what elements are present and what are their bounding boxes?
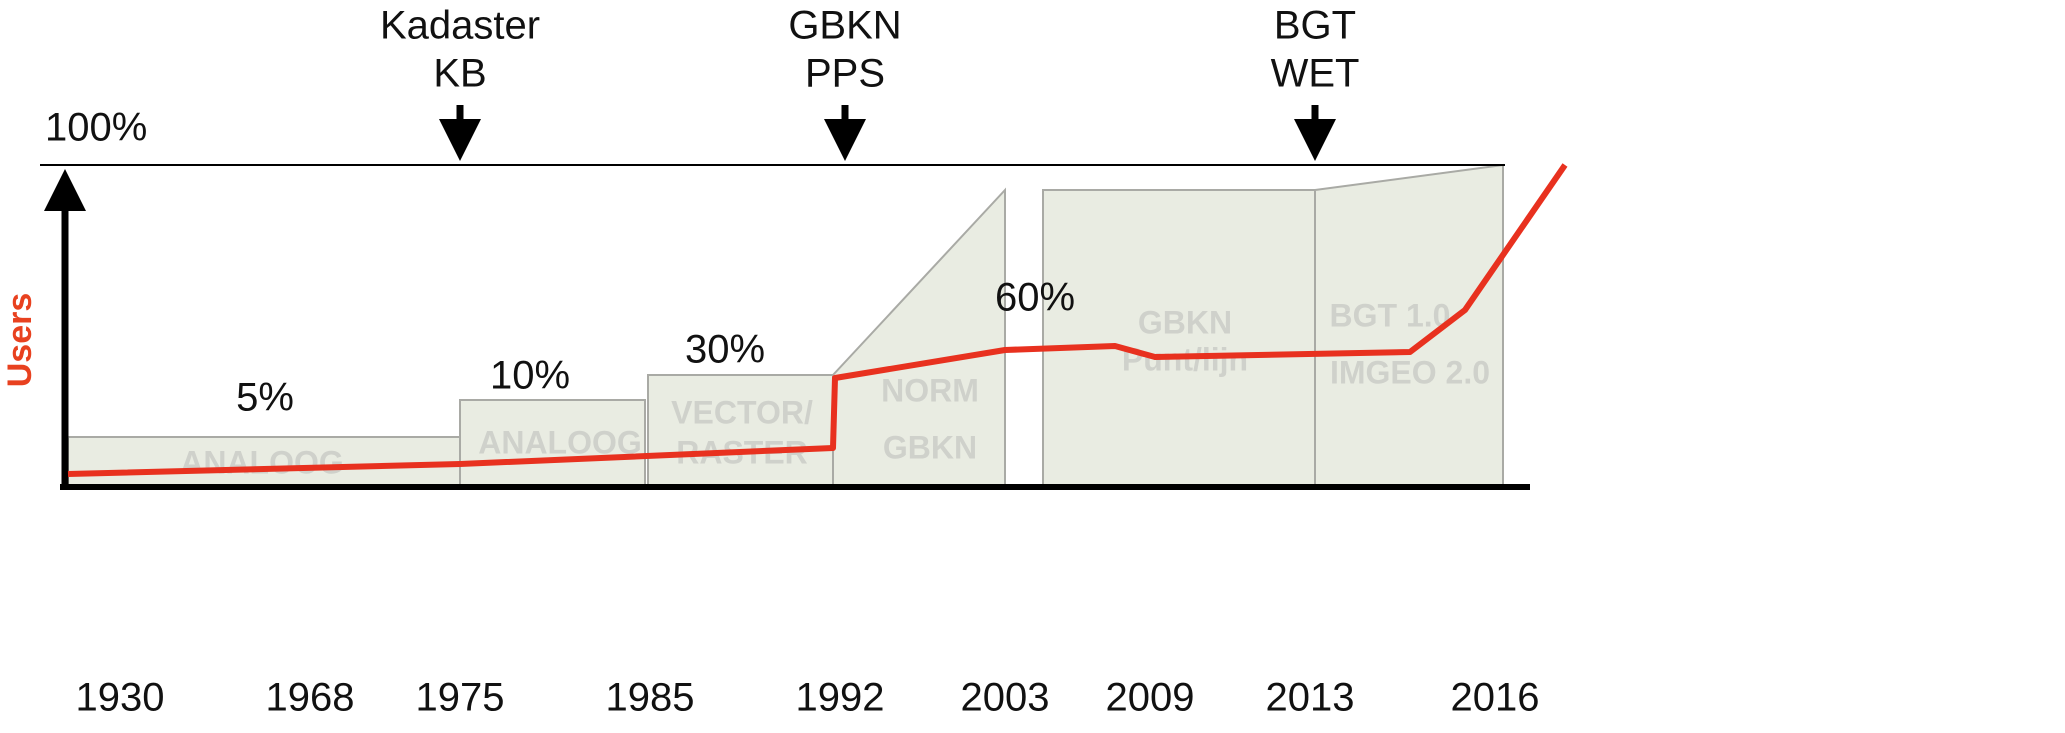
event-label: BGT [1274,4,1356,48]
event-label: GBKN [788,4,901,48]
max-label: 100% [45,106,147,150]
year-label: 1930 [76,676,165,720]
year-label: 2003 [961,676,1050,720]
share-label: 30% [685,328,765,372]
year-label: 1985 [606,676,695,720]
year-label: 1992 [796,676,885,720]
year-label: 1975 [416,676,505,720]
event-label: Kadaster [380,4,540,48]
share-label: 5% [236,376,294,420]
phase-label: GBKN [883,429,977,465]
share-label: 60% [995,276,1075,320]
phase-box [647,374,834,488]
phase-label: IMGEO 2.0 [1330,354,1490,390]
phase-box [1042,189,1316,488]
event-label: WET [1271,52,1360,96]
share-label: 10% [490,354,570,398]
phase-label: ANALOOG [180,444,344,480]
axis-label: Users [1,293,39,388]
year-label: 2009 [1106,676,1195,720]
event-label: PPS [805,52,885,96]
event-label: KB [433,52,486,96]
phase-label: BGT 1.0 [1330,297,1451,333]
phase-label: NORM [881,372,979,408]
year-label: 1968 [266,676,355,720]
phase-box [459,399,646,488]
users-curve [67,163,1568,477]
phase-label: Punt/lijn [1122,341,1248,377]
phase-box [67,436,461,488]
phase-label: VECTOR/ [671,394,813,430]
phase-label: GBKN [1138,304,1232,340]
year-label: 2013 [1266,676,1355,720]
year-label: 2016 [1451,676,1540,720]
